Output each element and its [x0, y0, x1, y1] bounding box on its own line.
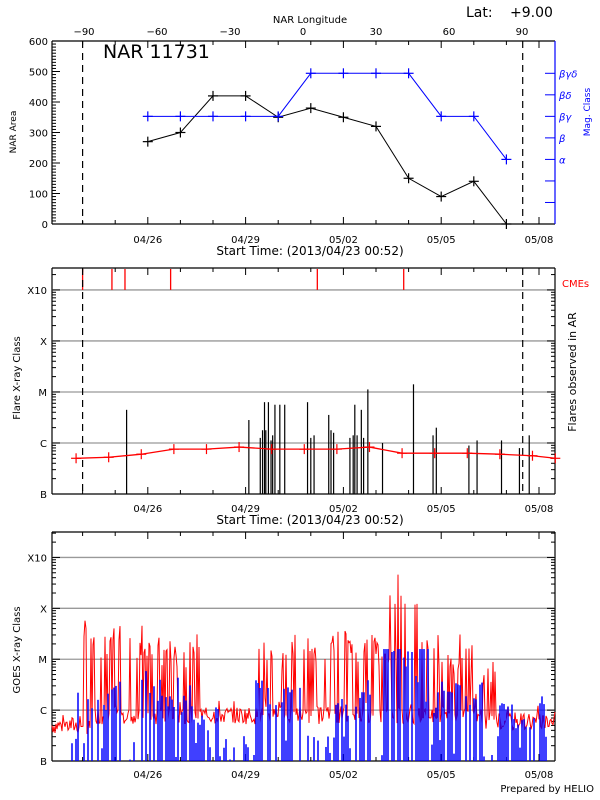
y-tick-label: 0: [42, 220, 48, 231]
x-tick-label: 04/26: [133, 770, 162, 781]
y2-tick-label: β: [558, 134, 566, 145]
y-tick-label: 500: [29, 68, 48, 79]
x-tick-label: 04/26: [133, 504, 162, 515]
panel-flare-class: B C M X X10 04/26 04/29 05/02 05/05 05/08: [27, 267, 561, 515]
x-tick-label: 05/05: [427, 235, 456, 246]
y-tick-label: X10: [27, 286, 47, 297]
y-tick-label: X: [40, 604, 47, 615]
y-tick-label: 400: [29, 98, 48, 109]
y-tick-label: 100: [29, 190, 48, 201]
series-line: [147, 95, 507, 225]
x-tick-label: 05/08: [525, 770, 554, 781]
y-tick-label: C: [40, 439, 47, 450]
x-tick-label: 05/05: [427, 770, 456, 781]
footer-credit: Prepared by HELIO: [500, 784, 594, 795]
x-tick-label: 05/02: [329, 504, 358, 515]
x-tick-label: 04/26: [133, 235, 162, 246]
panel2-y2label: Flares observed in AR: [566, 312, 579, 432]
y2-tick-label: βγδ: [558, 69, 577, 80]
lon-tick-label: 0: [300, 27, 306, 38]
latitude-label: Lat:: [466, 5, 493, 21]
cme-label: CMEs: [562, 279, 589, 290]
y-tick-label: X10: [27, 553, 47, 564]
lon-tick-label: 90: [516, 27, 529, 38]
x-tick-label: 05/08: [525, 235, 554, 246]
lon-tick-label: −90: [73, 27, 94, 38]
series-line: [147, 72, 507, 160]
goes-long-line: [51, 574, 556, 735]
x-tick-label: 05/05: [427, 504, 456, 515]
y-tick-label: M: [38, 655, 47, 666]
panel1-y2label: Mag. Class: [583, 87, 593, 136]
lon-tick-label: 30: [370, 27, 383, 38]
y2-tick-label: βγ: [558, 112, 572, 123]
latitude-value: +9.00: [510, 5, 553, 21]
panel1-title: NAR 11731: [103, 41, 210, 63]
x-tick-label: 04/29: [231, 770, 260, 781]
panel-goes-xray: B C M X X10 04/26 04/29 05/02 05/05 05/08: [27, 531, 556, 781]
y-tick-label: 600: [29, 37, 48, 48]
y-tick-label: 300: [29, 129, 48, 140]
panel1-ylabel: NAR Area: [9, 111, 19, 154]
y2-tick-label: α: [559, 155, 566, 166]
x-tick-label: 04/29: [231, 504, 260, 515]
panel1-xlabel: Start Time: (2013/04/23 00:52): [216, 244, 403, 258]
y-tick-label: X: [40, 337, 47, 348]
top-axis-title: NAR Longitude: [273, 15, 347, 26]
x-tick-label: 05/08: [525, 504, 554, 515]
y-tick-label: B: [40, 490, 47, 501]
lon-tick-label: −60: [146, 27, 167, 38]
x-tick-label: 05/02: [329, 235, 358, 246]
background-line: [76, 446, 556, 459]
lon-tick-label: 60: [443, 27, 456, 38]
y-tick-label: B: [40, 757, 47, 768]
lon-tick-label: −30: [219, 27, 240, 38]
y-tick-label: M: [38, 388, 47, 399]
panel2-ylabel: Flare X-ray Class: [12, 336, 23, 420]
panel2-xlabel: Start Time: (2013/04/23 00:52): [216, 513, 403, 527]
y-tick-label: C: [40, 706, 47, 717]
panel3-ylabel: GOES X-ray Class: [12, 606, 23, 693]
x-tick-label: 05/02: [329, 770, 358, 781]
y2-tick-label: βδ: [558, 91, 572, 102]
y-tick-label: 200: [29, 159, 48, 170]
x-tick-label: 04/29: [231, 235, 260, 246]
